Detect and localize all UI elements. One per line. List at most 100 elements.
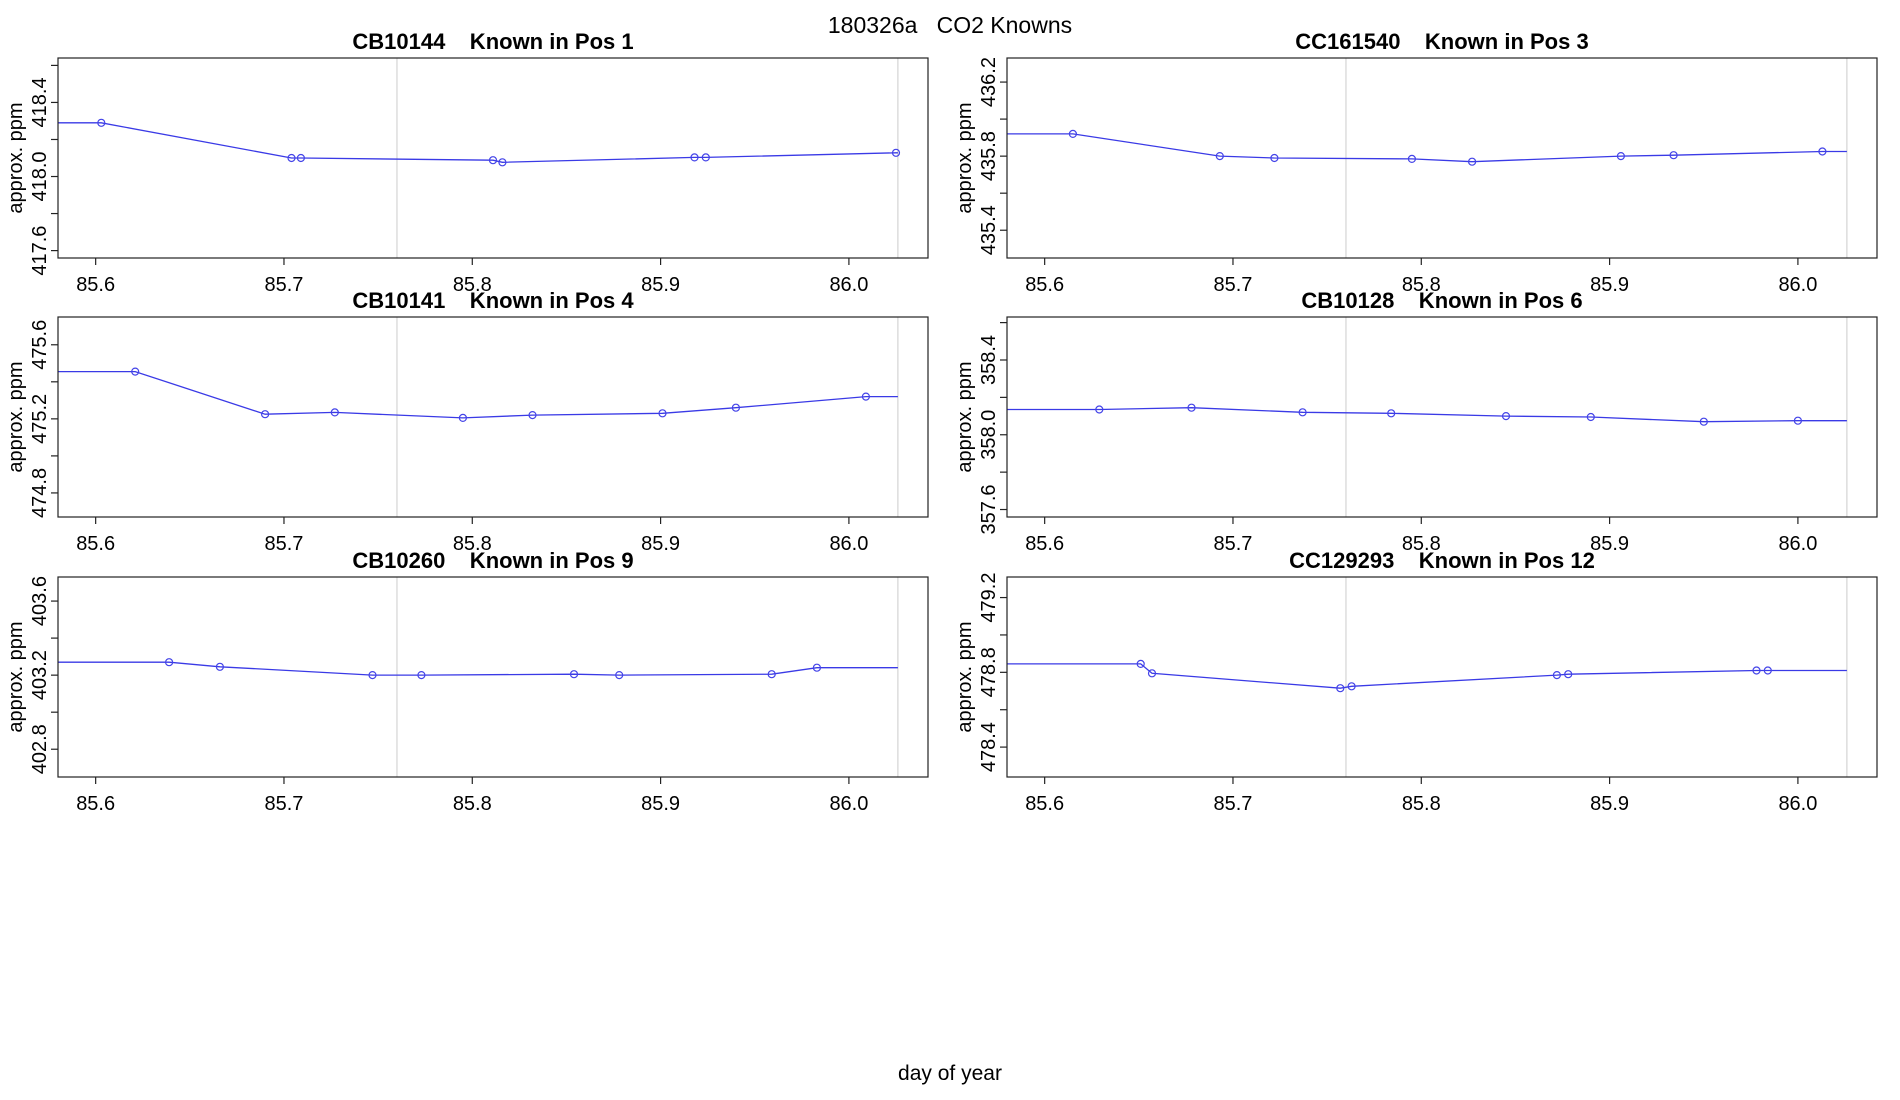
data-point-marker	[690, 153, 699, 162]
data-point-marker	[488, 156, 498, 165]
data-point-marker	[1501, 412, 1511, 421]
subplot-CB10144: 85.6 85.7 85.8 85.9 86.0 417.6 418.0 418.4appro…	[5, 29, 929, 296]
data-point-marker	[1095, 405, 1104, 414]
subplot-title: CB10260 Known in Pos 9	[352, 548, 633, 573]
data-point-marker	[1586, 412, 1595, 422]
subplot-title: CB10128 Known in Pos 6	[1301, 288, 1582, 313]
x-tick-label: 85.7	[265, 533, 304, 555]
data-point-marker	[296, 153, 305, 163]
y-axis-label: approx. ppm	[5, 102, 27, 213]
subplot-title: CB10141 Known in Pos 4	[352, 288, 634, 313]
data-point-marker	[1187, 403, 1196, 412]
subplot-CC129293: 85.6 85.7 85.8 85.9 86.0 478.4 478.8 479.2appro…	[954, 548, 1878, 815]
data-point-marker	[1298, 408, 1307, 417]
y-tick-label: 358.0	[978, 410, 1000, 460]
plot-frame	[1006, 57, 1878, 259]
data-point-marker	[417, 670, 426, 680]
x-tick-label: 85.9	[1590, 793, 1629, 815]
x-tick-label: 85.8	[1402, 533, 1441, 555]
y-tick-label: 357.6	[978, 484, 1000, 534]
x-tick-label: 85.6	[1025, 533, 1064, 555]
data-point-marker	[861, 392, 871, 401]
y-axis-label: approx. ppm	[954, 621, 976, 732]
y-axis-label: approx. ppm	[5, 621, 27, 732]
x-tick-label: 85.8	[1402, 274, 1441, 296]
plot-frame	[57, 57, 929, 259]
subplot-CB10128: 85.6 85.7 85.8 85.9 86.0 357.6 358.0 358.4appro…	[954, 288, 1878, 555]
x-tick-label: 86.0	[829, 533, 868, 555]
data-point-marker	[1616, 152, 1626, 161]
y-axis-label: approx. ppm	[954, 102, 976, 213]
data-point-marker	[215, 662, 224, 671]
data-point-marker	[1387, 409, 1396, 418]
data-point-marker	[1752, 666, 1761, 675]
y-tick-label: 475.2	[29, 394, 51, 444]
x-tick-label: 86.0	[1778, 533, 1817, 555]
plot-frame	[57, 576, 929, 778]
x-tick-label: 85.7	[265, 793, 304, 815]
figure-title: 180326a CO2 Knowns	[827, 12, 1073, 38]
plot-frame	[57, 316, 929, 518]
subplot-CB10141: 85.6 85.7 85.8 85.9 86.0 474.8 475.2 475.6appro…	[5, 288, 929, 555]
y-tick-label: 418.4	[29, 77, 51, 127]
x-tick-label: 85.8	[453, 793, 492, 815]
x-tick-label: 85.8	[1402, 793, 1441, 815]
subplot-title: CC161540 Known in Pos 3	[1295, 29, 1588, 54]
y-tick-label: 403.6	[29, 576, 51, 626]
data-point-marker	[1564, 670, 1573, 679]
y-tick-label: 436.2	[978, 57, 1000, 107]
data-point-marker	[330, 408, 339, 417]
plot-frame	[1006, 576, 1878, 778]
data-point-marker	[165, 658, 174, 667]
x-tick-label: 85.9	[641, 533, 680, 555]
series-line	[1007, 663, 1847, 689]
y-tick-label: 402.8	[29, 724, 51, 774]
subplot-title: CB10144 Known in Pos 1	[352, 29, 633, 54]
y-tick-label: 417.6	[29, 226, 51, 276]
data-point-marker	[1068, 129, 1078, 138]
y-tick-label: 418.0	[29, 151, 51, 201]
x-axis-label: day of year	[898, 1062, 1002, 1085]
data-point-marker	[1699, 417, 1708, 426]
y-tick-label: 358.4	[978, 335, 1000, 385]
x-tick-label: 85.7	[1214, 274, 1253, 296]
data-point-marker	[1136, 659, 1145, 669]
x-tick-label: 85.6	[76, 274, 115, 296]
data-point-marker	[1147, 669, 1157, 678]
x-tick-label: 85.8	[453, 274, 492, 296]
x-tick-label: 85.6	[76, 793, 115, 815]
y-axis-label: approx. ppm	[954, 361, 976, 472]
y-tick-label: 403.2	[29, 650, 51, 700]
data-point-marker	[1669, 151, 1678, 160]
x-tick-label: 86.0	[1778, 274, 1817, 296]
x-tick-label: 85.6	[1025, 274, 1064, 296]
data-point-marker	[261, 410, 270, 419]
x-tick-label: 85.6	[76, 533, 115, 555]
y-tick-label: 435.4	[978, 205, 1000, 255]
data-point-marker	[569, 670, 579, 679]
subplot-title: CC129293 Known in Pos 12	[1289, 548, 1595, 573]
data-point-marker	[767, 670, 776, 679]
data-point-marker	[97, 118, 106, 127]
subplot-CC161540: 85.6 85.7 85.8 85.9 86.0 435.4 435.8 436.2appro…	[954, 29, 1878, 296]
data-point-marker	[1215, 152, 1224, 161]
data-point-marker	[1818, 147, 1827, 156]
x-tick-label: 85.8	[453, 533, 492, 555]
y-tick-label: 478.8	[978, 647, 1000, 697]
x-tick-label: 85.9	[1590, 274, 1629, 296]
data-point-marker	[1270, 153, 1279, 163]
x-tick-label: 86.0	[1778, 793, 1817, 815]
series-line	[1007, 407, 1847, 423]
series-line	[58, 122, 898, 163]
series-line	[58, 661, 898, 676]
series-line	[58, 370, 898, 419]
x-tick-label: 86.0	[829, 793, 868, 815]
y-tick-label: 478.4	[978, 722, 1000, 772]
x-tick-label: 85.9	[1590, 533, 1629, 555]
y-tick-label: 435.8	[978, 131, 1000, 181]
data-point-marker	[1763, 666, 1772, 675]
data-point-marker	[1347, 682, 1356, 691]
data-point-marker	[1407, 154, 1417, 163]
data-point-marker	[1467, 157, 1477, 166]
